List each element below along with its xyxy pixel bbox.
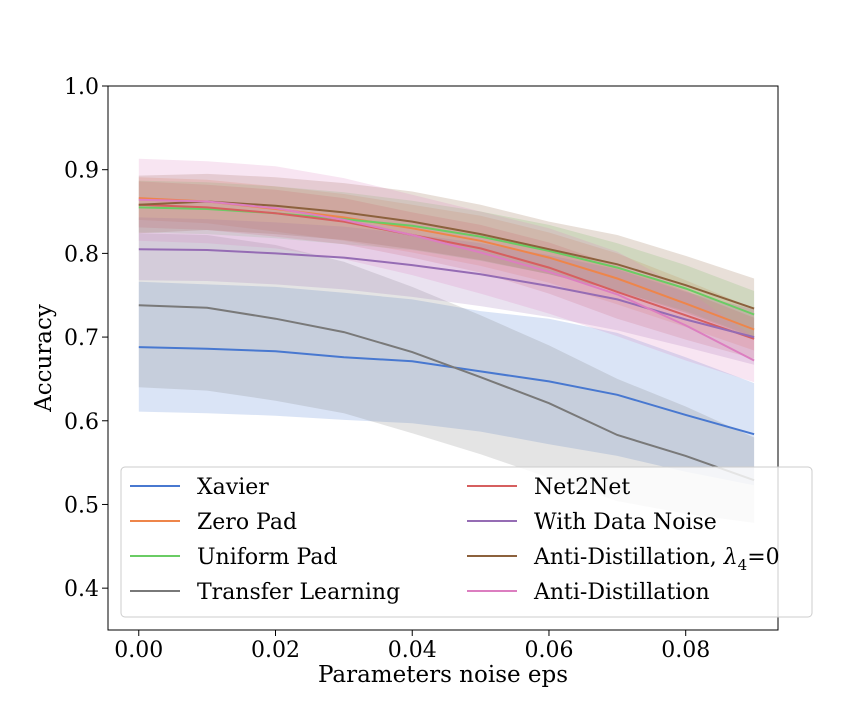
legend-handles (130, 485, 517, 592)
line-anti-distillation (138, 198, 755, 362)
line-anti-distillation-4-0 (138, 200, 755, 310)
legend: Xavier Zero Pad Uniform Pad Transfer Lea… (120, 466, 813, 618)
line-transfer-learning (138, 304, 755, 482)
series-lines (138, 197, 755, 482)
x-tick-label: 0.08 (661, 638, 710, 663)
legend-label-anti-distillation-lambda: Anti-Distillation, λ4=0 (533, 545, 780, 574)
line-xavier (138, 346, 755, 436)
legend-label-zero-pad: Zero Pad (197, 510, 297, 535)
band-transfer-learning (138, 233, 755, 523)
y-tick-label: 0.9 (64, 159, 99, 184)
y-tick-label: 1.0 (64, 75, 99, 100)
line-net2net (138, 203, 755, 340)
y-tick-label: 0.5 (64, 493, 99, 518)
x-tick-label: 0.04 (388, 638, 437, 663)
legend-label-uniform-pad: Uniform Pad (197, 545, 338, 570)
y-tick-label: 0.6 (64, 410, 99, 435)
legend-label-xavier: Xavier (197, 475, 269, 500)
plot-frame (107, 85, 779, 631)
band-net2net (138, 181, 755, 359)
band-uniform-pad (138, 180, 755, 338)
legend-label-anti-distillation: Anti-Distillation (533, 580, 710, 605)
x-axis: 0.00 0.02 0.04 0.06 0.08 (114, 630, 710, 663)
y-tick-label: 0.7 (64, 326, 99, 351)
legend-label-transfer-learning: Transfer Learning (197, 580, 400, 605)
band-zero-pad (138, 177, 755, 351)
y-axis-label: Accuracy (31, 304, 57, 413)
band-xavier (138, 281, 755, 486)
y-tick-label: 0.8 (64, 242, 99, 267)
x-tick-label: 0.06 (524, 638, 573, 663)
legend-label-net2net: Net2Net (534, 475, 630, 500)
x-axis-label: Parameters noise eps (318, 662, 568, 688)
y-axis: 0.4 0.5 0.6 0.7 0.8 0.9 1.0 (64, 75, 108, 602)
legend-box (120, 466, 813, 618)
legend-label-with-data-noise: With Data Noise (534, 510, 717, 535)
y-tick-label: 0.4 (64, 577, 99, 602)
x-tick-label: 0.00 (114, 638, 163, 663)
x-tick-label: 0.02 (251, 638, 300, 663)
